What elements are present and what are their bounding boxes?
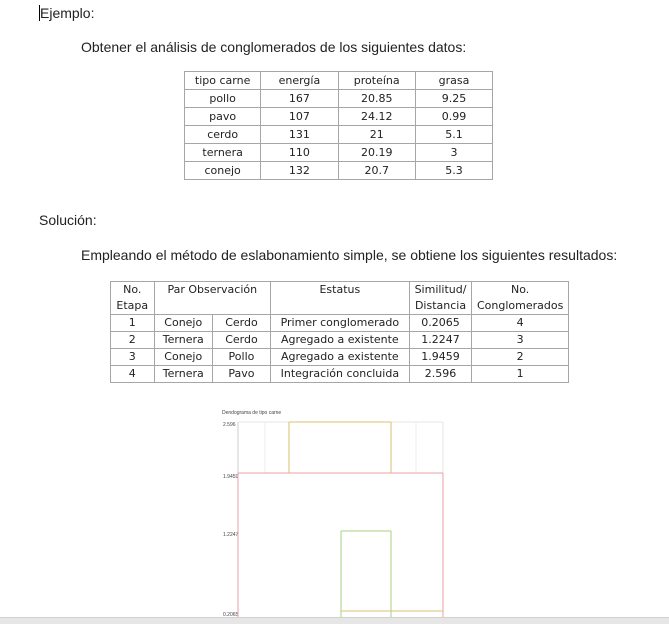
results-cell: 1	[110, 314, 155, 332]
table-header-row: tipo carne energía proteína grasa	[183, 71, 494, 90]
table-cell: 3	[414, 143, 494, 162]
table-header-cell: tipo carne	[183, 71, 262, 90]
results-table: No. Etapa Par Observación Estatus Simili…	[110, 281, 569, 383]
y-tick-label: 1.9459	[223, 474, 239, 480]
solution-label: Solución:	[39, 212, 97, 228]
results-cell: 1	[471, 365, 569, 383]
table-cell: conejo	[183, 161, 262, 180]
table-cell: 9.25	[414, 89, 494, 108]
table-cell: 21	[337, 125, 416, 144]
intro-text: Obtener el análisis de conglomerados de …	[81, 39, 467, 55]
table-cell: pavo	[183, 107, 262, 126]
results-cell: 3	[110, 348, 155, 366]
y-tick-label: 2.596	[223, 422, 236, 428]
table-header-cell: energía	[260, 71, 339, 90]
table-cell: 20.7	[337, 161, 416, 180]
results-cell: 2	[110, 331, 155, 349]
results-row: 1 Conejo Cerdo Primer conglomerado 0.2065 4	[110, 314, 569, 332]
results-cell: 1.9459	[408, 348, 473, 366]
results-cell: Cerdo	[211, 314, 271, 332]
results-row: 4 Ternera Pavo Integración concluida 2.596 1	[110, 365, 569, 383]
results-header-row: No. Etapa Par Observación Estatus Simili…	[110, 281, 569, 315]
results-cell: Agregado a existente	[269, 331, 410, 349]
table-cell: ternera	[183, 143, 262, 162]
table-cell: 110	[260, 143, 339, 162]
results-cell: Conejo	[153, 314, 213, 332]
header-estatus: Estatus	[269, 281, 410, 315]
results-cell: 2.596	[408, 365, 473, 383]
window-bottom-bar	[0, 617, 669, 624]
dendrogram-figure: Dendograma de tipo carne 2.596 1.9459 1.…	[222, 410, 444, 618]
table-cell: 132	[260, 161, 339, 180]
method-text: Empleando el método de eslabonamiento si…	[81, 247, 618, 263]
results-cell: Agregado a existente	[269, 348, 410, 366]
table-row: pollo 167 20.85 9.25	[183, 89, 494, 108]
table-cell: 20.85	[337, 89, 416, 108]
results-cell: 4	[110, 365, 155, 383]
table-row: pavo 107 24.12 0.99	[183, 107, 494, 126]
results-cell: 2	[471, 348, 569, 366]
y-tick-label: 0.2065	[223, 612, 239, 618]
text-cursor	[39, 5, 40, 21]
results-cell: 0.2065	[408, 314, 473, 332]
table-cell: pollo	[183, 89, 262, 108]
table-cell: 167	[260, 89, 339, 108]
table-cell: 5.3	[414, 161, 494, 180]
header-par-observacion: Par Observación	[153, 281, 271, 315]
table-header-cell: proteína	[337, 71, 416, 90]
table-cell: 5.1	[414, 125, 494, 144]
results-row: 3 Conejo Pollo Agregado a existente 1.9459 2	[110, 348, 569, 366]
y-tick-label: 1.2247	[223, 532, 239, 538]
table-cell: 24.12	[337, 107, 416, 126]
results-cell: Pollo	[211, 348, 271, 366]
results-cell: 3	[471, 331, 569, 349]
results-cell: Cerdo	[211, 331, 271, 349]
table-header-cell: grasa	[414, 71, 494, 90]
results-cell: 4	[471, 314, 569, 332]
results-cell: Integración concluida	[269, 365, 410, 383]
header-similitud: Similitud/ Distancia	[408, 281, 473, 315]
header-conglomerados: No. Conglomerados	[471, 281, 569, 315]
table-cell: 107	[260, 107, 339, 126]
results-cell: Pavo	[211, 365, 271, 383]
table-cell: 20.19	[337, 143, 416, 162]
dendrogram-title: Dendograma de tipo carne	[222, 410, 281, 416]
results-cell: 1.2247	[408, 331, 473, 349]
header-etapa: No. Etapa	[110, 281, 155, 315]
table-row: cerdo 131 21 5.1	[183, 125, 494, 144]
results-row: 2 Ternera Cerdo Agregado a existente 1.2247 3	[110, 331, 569, 349]
table-row: conejo 132 20.7 5.3	[183, 161, 494, 180]
data-table: tipo carne energía proteína grasa pollo 1…	[183, 71, 494, 180]
table-cell: cerdo	[183, 125, 262, 144]
table-cell: 131	[260, 125, 339, 144]
results-cell: Primer conglomerado	[269, 314, 410, 332]
table-row: ternera 110 20.19 3	[183, 143, 494, 162]
results-cell: Ternera	[153, 331, 213, 349]
table-cell: 0.99	[414, 107, 494, 126]
example-label: Ejemplo:	[40, 5, 95, 21]
results-cell: Conejo	[153, 348, 213, 366]
results-cell: Ternera	[153, 365, 213, 383]
